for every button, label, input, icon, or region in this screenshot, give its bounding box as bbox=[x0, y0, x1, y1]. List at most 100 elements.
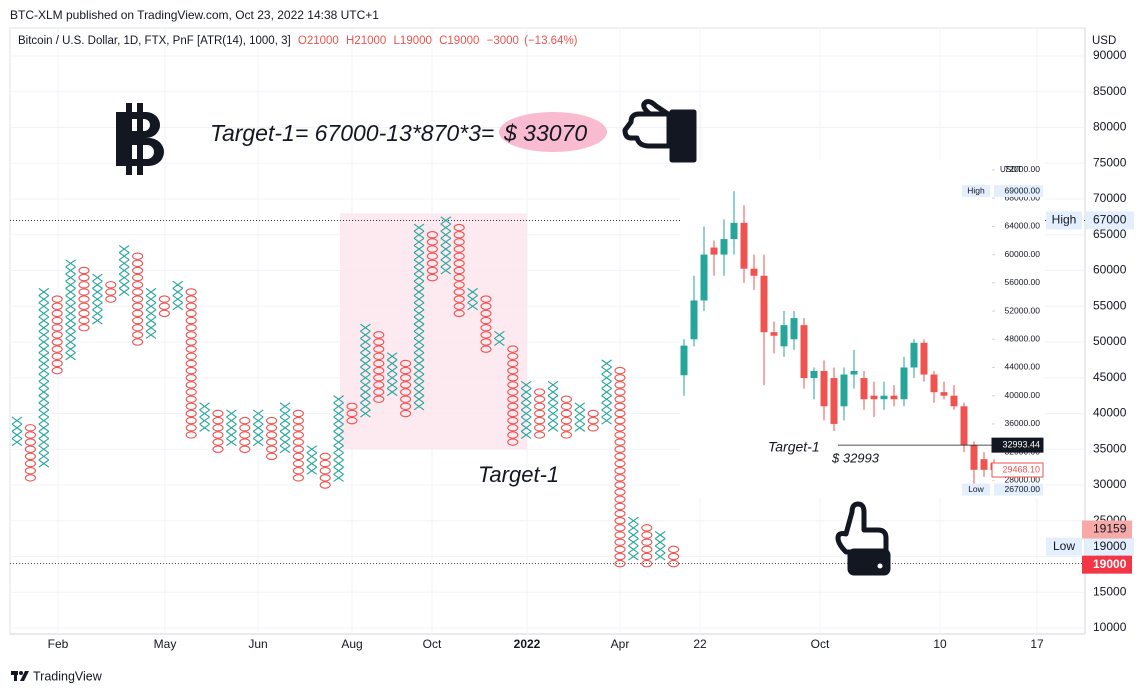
o-box bbox=[185, 388, 197, 396]
o-box bbox=[614, 424, 626, 432]
x-box bbox=[199, 416, 210, 425]
x-box bbox=[38, 287, 50, 296]
x-box bbox=[65, 302, 76, 311]
x-column bbox=[574, 402, 586, 432]
o-box bbox=[453, 281, 465, 289]
o-column bbox=[373, 331, 385, 403]
o-box bbox=[560, 424, 572, 432]
o-box bbox=[185, 302, 197, 310]
x-box bbox=[520, 416, 532, 425]
target-label: Target-1 bbox=[478, 462, 559, 487]
x-box bbox=[628, 545, 639, 554]
candle-body bbox=[790, 318, 798, 340]
o-box bbox=[51, 302, 63, 310]
x-box bbox=[38, 337, 50, 347]
x-box bbox=[172, 302, 184, 311]
candle-body bbox=[900, 367, 908, 400]
x-tick-label: 2022 bbox=[514, 637, 541, 651]
candle-body bbox=[850, 371, 858, 375]
x-box bbox=[38, 430, 50, 439]
o-box bbox=[507, 438, 519, 446]
o-box bbox=[587, 416, 599, 425]
x-box bbox=[333, 409, 344, 418]
x-box bbox=[494, 337, 505, 347]
o-column bbox=[453, 223, 465, 318]
o-box bbox=[132, 309, 144, 318]
o-box bbox=[51, 345, 63, 353]
o-box bbox=[614, 524, 626, 532]
o-box bbox=[507, 374, 519, 382]
inset-level-tag bbox=[962, 185, 990, 198]
x-box bbox=[413, 252, 425, 261]
level-tag-label: Low bbox=[1053, 539, 1075, 553]
x-box bbox=[118, 287, 130, 296]
o-box bbox=[614, 452, 626, 461]
x-box bbox=[279, 416, 291, 425]
x-box bbox=[413, 237, 425, 246]
x-box bbox=[118, 266, 130, 275]
x-box bbox=[413, 330, 425, 339]
x-box bbox=[65, 266, 76, 275]
o-box bbox=[614, 545, 626, 554]
y-tick-label: 35000 bbox=[1093, 441, 1127, 455]
o-box bbox=[560, 409, 572, 418]
o-column bbox=[105, 281, 117, 303]
candle-body bbox=[870, 395, 878, 400]
y-tick-label: 55000 bbox=[1093, 298, 1127, 312]
formula-annotation: Target-1= 67000-13*870*3= bbox=[210, 120, 494, 146]
inset-price-tag bbox=[991, 437, 1044, 453]
o-box bbox=[185, 316, 197, 325]
x-box bbox=[118, 245, 130, 254]
candle-body bbox=[760, 275, 768, 333]
o-box bbox=[507, 388, 519, 396]
inset-y-tick-label: 64000.00 bbox=[1005, 221, 1041, 231]
inset-price-tag-label: 29468.10 bbox=[1002, 464, 1040, 474]
y-tick-label: 80000 bbox=[1093, 120, 1127, 134]
o-column bbox=[292, 409, 304, 482]
x-box bbox=[654, 531, 666, 540]
o-box bbox=[212, 424, 224, 432]
x-box bbox=[65, 273, 76, 282]
x-box bbox=[38, 459, 50, 468]
o-box bbox=[426, 231, 438, 239]
x-box bbox=[547, 380, 559, 389]
x-box bbox=[279, 402, 291, 411]
o-box bbox=[614, 409, 626, 418]
x-box bbox=[65, 295, 76, 304]
o-box bbox=[185, 309, 197, 318]
x-box bbox=[654, 545, 666, 554]
o-box bbox=[614, 509, 626, 518]
o-box bbox=[641, 524, 653, 532]
x-box bbox=[38, 330, 50, 339]
inset-chart: USDT28000.0032000.0036000.0040000.004400… bbox=[680, 160, 1045, 498]
x-tick-label: Jun bbox=[248, 637, 267, 651]
x-box bbox=[38, 295, 50, 304]
inset-price-tag-label: 32993.44 bbox=[1002, 440, 1040, 450]
o-box bbox=[453, 252, 465, 260]
x-box bbox=[601, 380, 612, 389]
y-tick-label: 65000 bbox=[1093, 227, 1127, 241]
x-box bbox=[38, 352, 50, 361]
x-column bbox=[494, 330, 505, 347]
publish-info: BTC-XLM published on TradingView.com, Oc… bbox=[10, 8, 379, 22]
o-box bbox=[614, 395, 626, 403]
o-box bbox=[614, 466, 626, 475]
x-box bbox=[413, 266, 425, 275]
x-box bbox=[413, 359, 425, 368]
x-tick-label: Aug bbox=[341, 637, 362, 651]
x-box bbox=[413, 373, 425, 382]
o-box bbox=[400, 388, 412, 396]
level-value: 19000 bbox=[1093, 539, 1127, 553]
o-box bbox=[158, 295, 170, 303]
o-box bbox=[319, 481, 331, 489]
x-box bbox=[467, 295, 478, 304]
target-highlight bbox=[499, 112, 607, 152]
x-box bbox=[226, 423, 237, 432]
x-box bbox=[360, 402, 371, 411]
o-box bbox=[453, 266, 465, 275]
y-tick-label: 75000 bbox=[1093, 155, 1127, 169]
o-box bbox=[480, 345, 492, 353]
inset-target-label: Target-1 bbox=[768, 439, 820, 455]
o-box bbox=[292, 438, 304, 446]
x-box bbox=[279, 438, 291, 447]
